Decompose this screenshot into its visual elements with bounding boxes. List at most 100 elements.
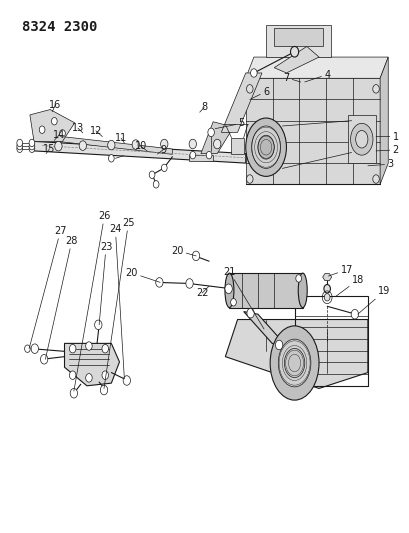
Circle shape <box>31 344 38 353</box>
Text: 2: 2 <box>375 145 398 155</box>
Text: 17: 17 <box>328 265 352 276</box>
Circle shape <box>94 320 102 329</box>
Circle shape <box>17 145 22 152</box>
Text: 19: 19 <box>357 286 389 314</box>
Circle shape <box>108 155 114 162</box>
Text: 15: 15 <box>43 144 56 154</box>
Text: 5: 5 <box>215 118 244 128</box>
Ellipse shape <box>251 126 280 168</box>
FancyBboxPatch shape <box>347 115 375 163</box>
Ellipse shape <box>225 273 234 308</box>
Circle shape <box>17 142 22 150</box>
Text: 8: 8 <box>199 102 207 112</box>
Text: 4: 4 <box>304 70 329 82</box>
Text: 25: 25 <box>104 218 135 389</box>
Polygon shape <box>200 122 233 154</box>
Circle shape <box>372 175 378 183</box>
Circle shape <box>246 85 252 93</box>
Text: 20: 20 <box>171 246 196 256</box>
Circle shape <box>290 46 298 57</box>
Text: 13: 13 <box>72 123 84 133</box>
Polygon shape <box>243 312 286 346</box>
Circle shape <box>102 371 108 379</box>
Ellipse shape <box>355 131 367 148</box>
Text: 24: 24 <box>109 224 124 379</box>
Ellipse shape <box>350 123 372 155</box>
Circle shape <box>295 274 301 282</box>
Text: 9: 9 <box>157 145 166 155</box>
Ellipse shape <box>278 339 310 387</box>
Circle shape <box>123 376 130 385</box>
Circle shape <box>25 345 30 352</box>
Polygon shape <box>231 138 243 154</box>
Circle shape <box>29 142 35 150</box>
Text: 12: 12 <box>90 126 102 136</box>
Circle shape <box>246 309 254 318</box>
Circle shape <box>185 279 193 288</box>
FancyBboxPatch shape <box>274 28 322 46</box>
Polygon shape <box>225 319 367 389</box>
FancyBboxPatch shape <box>229 273 302 308</box>
Polygon shape <box>34 133 172 155</box>
Text: 28: 28 <box>45 236 78 359</box>
Text: 20: 20 <box>125 268 160 282</box>
Text: 14: 14 <box>53 130 65 140</box>
Circle shape <box>132 140 139 149</box>
Polygon shape <box>30 110 74 141</box>
Text: 3: 3 <box>367 159 392 169</box>
Circle shape <box>275 340 282 350</box>
Text: 7: 7 <box>283 72 300 83</box>
Text: 23: 23 <box>99 242 112 325</box>
Circle shape <box>153 181 159 188</box>
Text: 26: 26 <box>74 211 110 391</box>
Circle shape <box>85 342 92 350</box>
Circle shape <box>70 389 77 398</box>
Circle shape <box>155 278 163 287</box>
Ellipse shape <box>297 273 306 308</box>
Text: 18: 18 <box>335 274 363 297</box>
Polygon shape <box>64 343 119 386</box>
Circle shape <box>100 385 108 395</box>
Circle shape <box>207 128 214 136</box>
Circle shape <box>323 285 330 293</box>
Circle shape <box>160 139 168 149</box>
Circle shape <box>85 374 92 382</box>
Ellipse shape <box>257 135 274 159</box>
Text: 16: 16 <box>49 100 61 112</box>
Text: 6: 6 <box>249 86 268 100</box>
Ellipse shape <box>284 349 304 377</box>
Circle shape <box>69 371 76 379</box>
FancyBboxPatch shape <box>265 25 330 57</box>
Circle shape <box>69 344 76 353</box>
Circle shape <box>225 284 232 294</box>
Circle shape <box>79 141 86 150</box>
Text: 10: 10 <box>134 141 147 151</box>
Circle shape <box>17 139 22 147</box>
Circle shape <box>29 139 35 147</box>
Polygon shape <box>245 78 379 184</box>
Circle shape <box>351 310 357 319</box>
Circle shape <box>59 130 65 137</box>
Circle shape <box>189 139 196 149</box>
Circle shape <box>324 294 329 301</box>
Circle shape <box>102 344 108 353</box>
Circle shape <box>230 298 236 306</box>
Text: 1: 1 <box>375 132 398 142</box>
Circle shape <box>189 151 195 159</box>
Text: 11: 11 <box>115 133 127 143</box>
Circle shape <box>55 141 62 151</box>
Polygon shape <box>245 57 387 78</box>
Circle shape <box>52 117 57 125</box>
Circle shape <box>246 175 252 183</box>
Polygon shape <box>322 273 331 281</box>
Circle shape <box>149 171 155 179</box>
Circle shape <box>29 145 35 152</box>
Ellipse shape <box>270 326 318 400</box>
Text: 21: 21 <box>223 267 263 329</box>
Polygon shape <box>379 57 387 184</box>
Text: 8324 2300: 8324 2300 <box>22 20 97 34</box>
Circle shape <box>372 85 378 93</box>
Polygon shape <box>221 73 261 132</box>
Ellipse shape <box>245 118 286 176</box>
Circle shape <box>161 164 167 172</box>
